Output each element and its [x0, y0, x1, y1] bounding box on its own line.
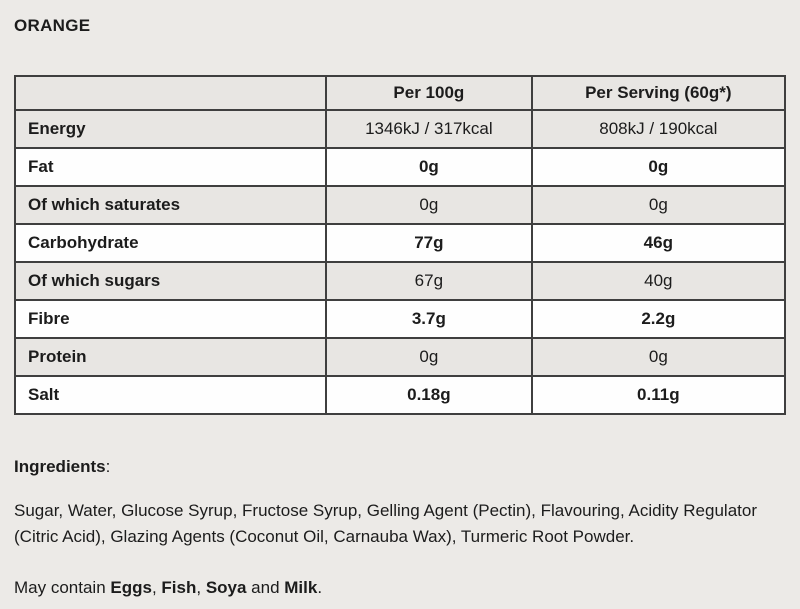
row-label: Protein — [13, 337, 328, 377]
value-per-100g: 3.7g — [325, 299, 533, 339]
product-flavor-title: ORANGE — [14, 16, 91, 35]
table-row: Carbohydrate 77g 46g — [13, 223, 787, 263]
allergen-eggs: Eggs — [110, 577, 152, 597]
value-per-100g: 0.18g — [325, 375, 533, 415]
value-per-100g: 1346kJ / 317kcal — [325, 109, 533, 149]
row-label: Of which saturates — [13, 185, 328, 225]
value-per-serving: 0g — [530, 185, 787, 225]
value-per-100g: 0g — [325, 337, 533, 377]
table-row: Fibre 3.7g 2.2g — [13, 299, 787, 339]
value-per-100g: 77g — [325, 223, 533, 263]
allergen-milk: Milk — [284, 577, 318, 597]
ingredients-heading-label: Ingredients — [14, 457, 106, 476]
ingredients-list: Sugar, Water, Glucose Syrup, Fructose Sy… — [14, 501, 757, 547]
table-row: Energy 1346kJ / 317kcal 808kJ / 190kcal — [13, 109, 787, 149]
table-row: Fat 0g 0g — [13, 147, 787, 187]
value-per-serving: 40g — [530, 261, 787, 301]
allergen-segment: May contain — [14, 577, 111, 597]
row-label: Salt — [13, 375, 328, 415]
ingredients-heading-colon: : — [105, 457, 111, 476]
row-label: Energy — [13, 109, 328, 149]
header-per-serving: Per Serving (60g*) — [530, 75, 787, 111]
allergen-soya: Soya — [205, 577, 247, 597]
value-per-serving: 808kJ / 190kcal — [530, 109, 787, 149]
row-label: Fat — [13, 147, 328, 187]
table-row: Protein 0g 0g — [13, 337, 787, 377]
allergen-segment: , — [151, 577, 162, 597]
header-per-100g: Per 100g — [325, 75, 533, 111]
value-per-serving: 46g — [530, 223, 787, 263]
value-per-serving: 0.11g — [530, 375, 787, 415]
table-row: Of which sugars 67g 40g — [13, 261, 787, 301]
row-label: Carbohydrate — [13, 223, 328, 263]
value-per-100g: 0g — [325, 185, 533, 225]
table-row: Salt 0.18g 0.11g — [13, 375, 787, 415]
row-label: Fibre — [13, 299, 328, 339]
ingredients-heading: Ingredients: — [14, 457, 786, 477]
table-header-row: Per 100g Per Serving (60g*) — [13, 75, 787, 111]
value-per-serving: 0g — [530, 147, 787, 187]
value-per-100g: 67g — [325, 261, 533, 301]
allergen-fish: Fish — [161, 577, 197, 597]
row-label: Of which sugars — [13, 261, 328, 301]
value-per-100g: 0g — [325, 147, 533, 187]
table-row: Of which saturates 0g 0g — [13, 185, 787, 225]
allergen-segment: , — [196, 577, 206, 597]
value-per-serving: 2.2g — [530, 299, 787, 339]
nutrition-table: Per 100g Per Serving (60g*) Energy 1346k… — [13, 75, 787, 415]
allergen-statement: May contain Eggs, Fish, Soya and Milk. — [14, 578, 786, 598]
value-per-serving: 0g — [530, 337, 787, 377]
allergen-segment: . — [317, 577, 323, 597]
header-empty-cell — [13, 75, 328, 111]
allergen-segment: and — [246, 577, 285, 597]
